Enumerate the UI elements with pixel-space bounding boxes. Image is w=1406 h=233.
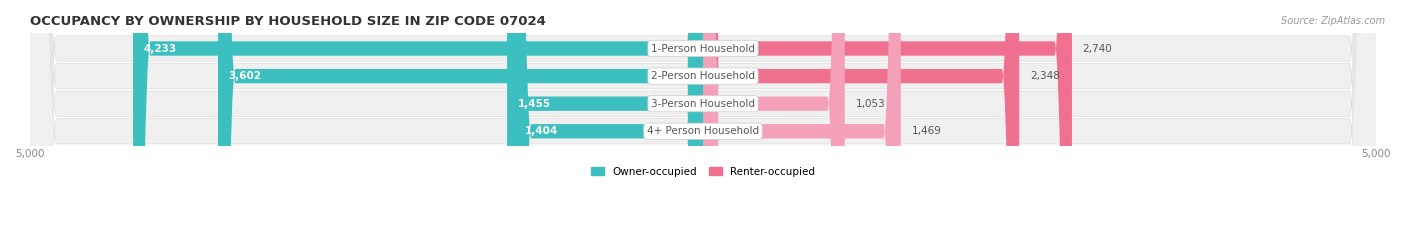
FancyBboxPatch shape — [508, 0, 703, 233]
Text: 3-Person Household: 3-Person Household — [651, 99, 755, 109]
FancyBboxPatch shape — [703, 0, 1071, 233]
FancyBboxPatch shape — [703, 0, 901, 233]
Text: 4,233: 4,233 — [143, 44, 177, 54]
FancyBboxPatch shape — [134, 0, 703, 233]
Text: OCCUPANCY BY OWNERSHIP BY HOUSEHOLD SIZE IN ZIP CODE 07024: OCCUPANCY BY OWNERSHIP BY HOUSEHOLD SIZE… — [30, 15, 546, 28]
Text: 2,740: 2,740 — [1083, 44, 1112, 54]
Text: 4+ Person Household: 4+ Person Household — [647, 126, 759, 136]
Text: 1,404: 1,404 — [524, 126, 558, 136]
FancyBboxPatch shape — [703, 0, 1019, 233]
FancyBboxPatch shape — [30, 0, 1376, 233]
FancyBboxPatch shape — [30, 0, 1376, 233]
Text: Source: ZipAtlas.com: Source: ZipAtlas.com — [1281, 16, 1385, 26]
Text: 2,348: 2,348 — [1031, 71, 1060, 81]
FancyBboxPatch shape — [30, 0, 1376, 233]
Text: 3,602: 3,602 — [229, 71, 262, 81]
Text: 1,469: 1,469 — [911, 126, 942, 136]
Text: 2-Person Household: 2-Person Household — [651, 71, 755, 81]
Text: 1,053: 1,053 — [856, 99, 886, 109]
FancyBboxPatch shape — [703, 0, 845, 233]
FancyBboxPatch shape — [515, 0, 703, 233]
Text: 1,455: 1,455 — [517, 99, 551, 109]
Text: 1-Person Household: 1-Person Household — [651, 44, 755, 54]
FancyBboxPatch shape — [218, 0, 703, 233]
Legend: Owner-occupied, Renter-occupied: Owner-occupied, Renter-occupied — [586, 162, 820, 181]
FancyBboxPatch shape — [30, 0, 1376, 233]
